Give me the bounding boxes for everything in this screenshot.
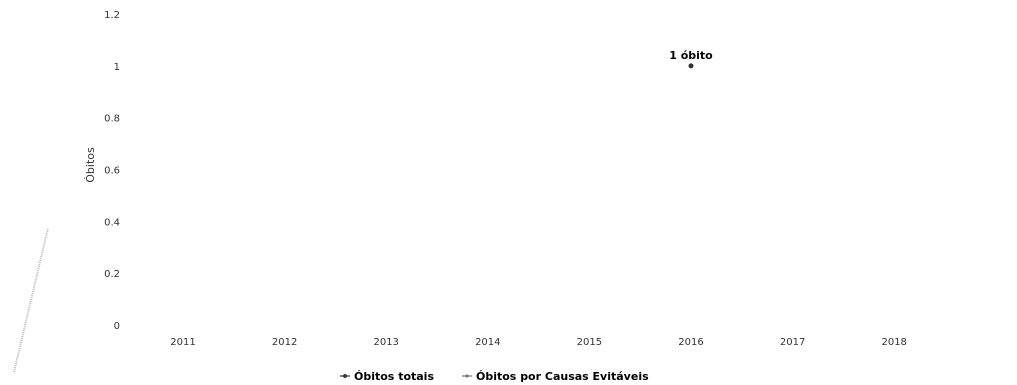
- x-tick-label: 2016: [678, 337, 703, 348]
- x-tick-label: 2012: [272, 337, 297, 348]
- x-tick-label: 2017: [780, 337, 805, 348]
- x-tick-label: 2014: [475, 337, 500, 348]
- y-tick-label: 0.2: [104, 269, 120, 280]
- legend-item-obitos-evitaveis[interactable]: Óbitos por Causas Evitáveis: [462, 370, 649, 383]
- legend[interactable]: Óbitos totais Óbitos por Causas Evitávei…: [340, 370, 649, 383]
- y-tick-label: 0.4: [104, 217, 120, 228]
- y-tick-label: 1.2: [104, 10, 120, 21]
- legend-label-obitos-evitaveis: Óbitos por Causas Evitáveis: [476, 370, 649, 383]
- y-tick-label: 1: [114, 62, 120, 73]
- legend-item-obitos-totais[interactable]: Óbitos totais: [340, 370, 434, 383]
- x-axis-ticks: 2011 2012 2013 2014 2015 2016 2017 2018: [170, 337, 907, 348]
- x-tick-label: 2011: [170, 337, 195, 348]
- data-marks: 1 óbito: [669, 49, 713, 69]
- y-tick-label: 0.6: [104, 166, 120, 177]
- x-tick-label: 2013: [373, 337, 398, 348]
- y-tick-label: 0.8: [104, 114, 120, 125]
- y-axis-label: Óbitos: [84, 147, 97, 183]
- legend-label-obitos-totais: Óbitos totais: [354, 370, 434, 383]
- x-tick-label: 2015: [577, 337, 602, 348]
- data-label: 1 óbito: [669, 49, 713, 62]
- y-tick-label: 0: [114, 321, 120, 332]
- data-point[interactable]: [688, 63, 694, 69]
- scan-artifact: [13, 227, 49, 373]
- x-tick-label: 2018: [881, 337, 906, 348]
- y-axis-ticks: 0 0.2 0.4 0.6 0.8 1 1.2: [104, 10, 120, 332]
